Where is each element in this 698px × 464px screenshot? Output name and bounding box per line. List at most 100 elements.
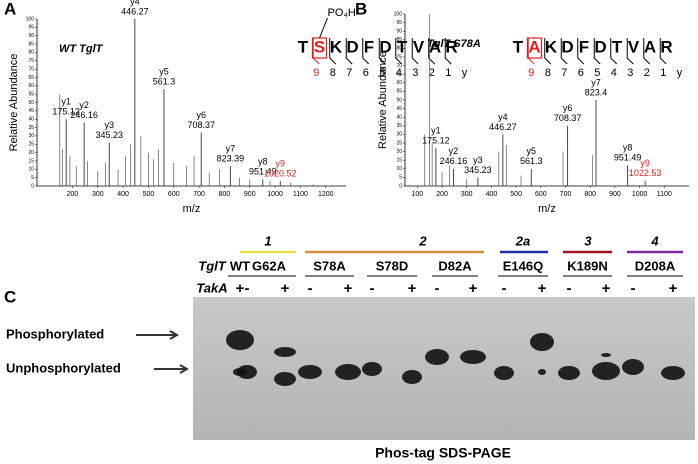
ion-label: y4 — [130, 0, 140, 6]
mz-label: 951.49 — [614, 153, 642, 163]
x-tick-label: 500 — [510, 191, 522, 198]
x-tick-label: 400 — [486, 191, 498, 198]
fragment-number: 6 — [363, 67, 369, 79]
x-tick-label: 1000 — [632, 191, 648, 198]
taka-sign: + — [602, 280, 611, 297]
fragment-number: 7 — [561, 67, 567, 79]
fragment-bracket — [329, 38, 337, 65]
y-tick-label: 85 — [396, 37, 402, 43]
ion-label: y5 — [159, 67, 169, 77]
y-axis-label: Relative Abundance — [8, 54, 20, 152]
x-tick-label: 1100 — [293, 191, 308, 198]
residue: R — [445, 37, 457, 56]
x-tick-label: 200 — [436, 191, 448, 198]
group-label: 2a — [515, 233, 530, 248]
fragment-bracket — [527, 38, 535, 65]
group-label: 2 — [418, 233, 427, 248]
x-tick-label: 700 — [193, 191, 205, 198]
fragment-number: 7 — [346, 67, 352, 79]
fragment-bracket — [345, 38, 353, 65]
y-tick-label: 5 — [399, 175, 402, 181]
y-tick-label: 80 — [28, 50, 34, 56]
fragment-number: 8 — [545, 67, 551, 79]
panel-label: B — [355, 0, 367, 18]
panel-label: C — [4, 287, 16, 306]
x-tick-label: 600 — [535, 191, 547, 198]
residue: D — [346, 37, 358, 56]
ion-label: y4 — [498, 112, 508, 122]
band — [661, 366, 685, 380]
residue: A — [644, 37, 656, 56]
taka-sign: - — [435, 280, 440, 297]
y-tick-label: 55 — [396, 89, 402, 95]
fragment-number: 5 — [594, 67, 600, 79]
residue: T — [397, 37, 408, 56]
band — [494, 366, 514, 380]
mz-label: 561.3 — [153, 77, 176, 87]
variant-label: D208A — [635, 258, 676, 273]
residue: A — [528, 37, 540, 56]
x-axis-label: m/z — [183, 203, 201, 215]
gel-caption: Phos-tag SDS-PAGE — [375, 445, 511, 461]
fragment-bracket — [312, 38, 320, 65]
x-tick-label: 300 — [461, 191, 473, 198]
x-tick-label: 900 — [244, 191, 256, 198]
residue: T — [298, 37, 309, 56]
x-tick-label: 500 — [143, 191, 155, 198]
ion-label: y3 — [104, 120, 114, 130]
ion-label: y6 — [196, 110, 206, 120]
residue: T — [513, 37, 524, 56]
taka-sign: - — [567, 280, 572, 297]
band-label: Unphosphorylated — [6, 360, 121, 375]
y-tick-label: 95 — [28, 25, 34, 31]
fragment-bracket — [544, 38, 552, 65]
residue: D — [379, 37, 391, 56]
ion-label: y1 — [431, 126, 441, 136]
taka-sign: + — [408, 280, 417, 297]
band — [226, 330, 254, 350]
mz-label: 175.12 — [52, 107, 80, 117]
variant-label: E146Q — [503, 258, 543, 273]
fragment-number: 9 — [528, 67, 534, 79]
fragment-number: 2 — [644, 67, 650, 79]
y-tick-label: 0 — [31, 183, 34, 189]
mz-label: 823.39 — [217, 153, 245, 163]
fragment-number: 3 — [627, 67, 633, 79]
y-axis-label: Relative Abundance — [377, 51, 389, 149]
ion-label: y7 — [226, 143, 236, 153]
y-tick-label: 75 — [396, 54, 402, 60]
residue: K — [545, 37, 558, 56]
residue: R — [660, 37, 672, 56]
band — [558, 366, 580, 380]
x-tick-label: 1200 — [318, 191, 334, 198]
taka-sign: + — [344, 280, 353, 297]
y-tick-label: 90 — [28, 33, 34, 39]
ion-label: y1 — [61, 97, 71, 107]
ion-label: y9 — [640, 158, 650, 168]
mz-label: 446.27 — [121, 6, 149, 16]
fragment-bracket — [593, 38, 601, 65]
arrow — [136, 330, 180, 340]
fragment-bracket — [444, 38, 452, 65]
mz-label: 1022.53 — [629, 168, 662, 178]
band — [237, 365, 257, 379]
fragment-suffix: y — [462, 67, 468, 79]
y-tick-label: 65 — [28, 75, 34, 81]
x-tick-label: 200 — [67, 191, 79, 198]
taka-sign: - — [308, 280, 313, 297]
row-header: TakA — [196, 280, 227, 295]
x-tick-label: 800 — [219, 191, 231, 198]
group-label: 3 — [584, 233, 592, 248]
variant-label: G62A — [252, 258, 287, 273]
annotation: WT TglT — [59, 43, 104, 55]
y-tick-label: 85 — [28, 41, 34, 47]
mz-label: 246.16 — [70, 110, 98, 120]
y-tick-label: 55 — [28, 91, 34, 97]
fragment-number: 1 — [660, 67, 666, 79]
y-tick-label: 45 — [28, 108, 34, 114]
row-header: TglT — [198, 258, 226, 273]
y-tick-label: 35 — [396, 123, 402, 129]
site-box — [526, 37, 543, 59]
fragment-bracket — [643, 38, 651, 65]
